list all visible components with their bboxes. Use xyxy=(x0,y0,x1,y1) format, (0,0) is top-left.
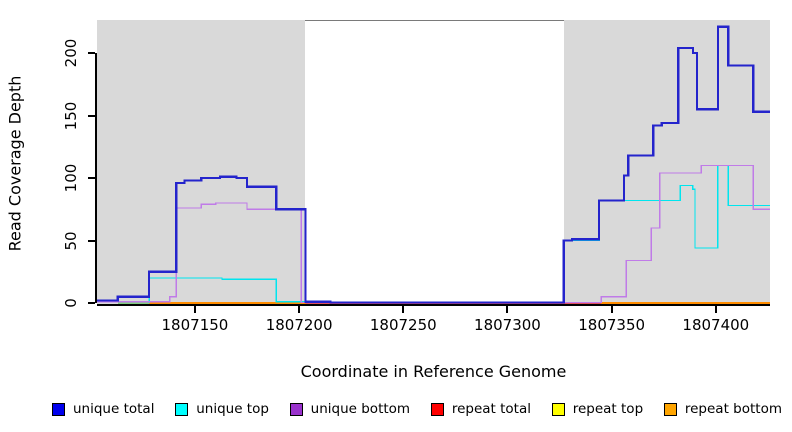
x-tick xyxy=(506,306,509,313)
x-axis-line xyxy=(97,304,770,306)
x-tick xyxy=(610,306,613,313)
series-line-unique-bottom xyxy=(97,164,770,304)
legend-swatch-unique-bottom xyxy=(289,402,303,416)
legend-label: repeat bottom xyxy=(684,401,782,417)
legend-swatch-unique-total xyxy=(52,402,65,416)
x-tick xyxy=(714,306,717,313)
legend-label: repeat total xyxy=(451,401,531,417)
x-tick-label: 1807200 xyxy=(265,316,333,334)
y-tick xyxy=(88,52,95,54)
legend-item-repeat-total: repeat total xyxy=(430,401,531,417)
series-line-unique-top xyxy=(148,164,770,304)
legend-label: unique total xyxy=(73,401,155,417)
y-tick-label: 150 xyxy=(62,101,80,130)
y-tick-label: 50 xyxy=(62,230,80,251)
y-tick xyxy=(88,114,95,117)
legend-item-repeat-top: repeat top xyxy=(551,401,644,417)
plot-area xyxy=(97,20,770,305)
legend-swatch-repeat-bottom xyxy=(663,402,677,416)
plot-top-border xyxy=(97,20,770,21)
legend-item-unique-total: unique total xyxy=(52,401,154,417)
y-tick xyxy=(88,302,95,304)
y-tick xyxy=(88,177,95,179)
legend-swatch-repeat-total xyxy=(430,402,444,416)
legend-swatch-repeat-top xyxy=(551,402,565,416)
series-lines xyxy=(97,25,770,304)
y-axis-title: Read Coverage Depth xyxy=(5,75,25,252)
legend-item-unique-top: unique top xyxy=(175,401,269,417)
series-line-unique-total xyxy=(97,25,770,304)
x-tick-label: 1807250 xyxy=(369,316,437,334)
legend-label: repeat top xyxy=(572,401,644,417)
repeat-region-right xyxy=(563,20,770,305)
y-tick-label: 100 xyxy=(62,163,80,193)
legend-label: unique bottom xyxy=(310,401,411,417)
x-axis-title: Coordinate in Reference Genome xyxy=(300,362,567,381)
y-tick-label: 0 xyxy=(62,298,80,308)
legend-swatch-unique-top xyxy=(175,402,189,416)
legend-item-unique-bottom: unique bottom xyxy=(289,401,411,417)
x-tick xyxy=(298,306,301,313)
x-tick-label: 1807350 xyxy=(578,316,646,334)
x-tick xyxy=(402,306,405,313)
x-tick-label: 1807150 xyxy=(161,316,229,334)
x-tick-label: 1807300 xyxy=(474,316,541,334)
legend: unique total unique top unique bottom repea… xyxy=(0,397,792,421)
legend-label: unique top xyxy=(196,401,269,417)
y-axis-line xyxy=(95,53,97,303)
y-tick-label: 200 xyxy=(62,38,80,68)
repeat-region-left xyxy=(97,20,306,305)
y-tick xyxy=(88,239,95,242)
legend-item-repeat-bottom: repeat bottom xyxy=(663,401,782,417)
x-tick xyxy=(193,306,196,313)
x-tick-label: 1807400 xyxy=(682,316,750,334)
